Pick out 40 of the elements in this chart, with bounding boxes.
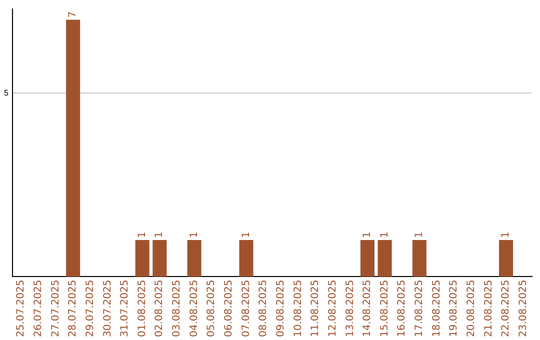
x-tick-label: 29.07.2025 [84,280,96,338]
x-tick-label: 18.08.2025 [431,280,442,338]
x-tick-label: 30.07.2025 [102,280,114,338]
x-tick-label: 13.08.2025 [344,280,356,338]
y-tick-label: 5 [4,88,9,98]
data-label: 1 [188,232,200,238]
x-tick-label: 11.08.2025 [310,280,322,338]
x-tick-label: 01.08.2025 [136,280,148,338]
data-label: 1 [240,232,252,238]
x-tick-label: 21.08.2025 [483,280,494,338]
x-tick-label: 20.08.2025 [466,280,477,338]
x-tick-label: 15.08.2025 [379,280,390,338]
data-label: 1 [379,232,390,238]
x-tick-label: 19.08.2025 [448,280,460,338]
x-tick-label: 07.08.2025 [240,280,252,338]
x-tick-label: 04.08.2025 [188,280,200,338]
x-tick-label: 22.08.2025 [500,280,512,338]
x-tick-label: 05.08.2025 [206,280,218,338]
x-tick-label: 17.08.2025 [414,280,426,338]
x-tick-label: 26.07.2025 [33,280,44,338]
x-tick-label: 03.08.2025 [172,280,183,338]
x-tick-label: 02.08.2025 [154,280,166,338]
x-tick-label: 10.08.2025 [292,280,304,338]
x-tick-label: 16.08.2025 [396,280,408,338]
x-tick-label: 12.08.2025 [327,280,338,338]
x-tick-label: 09.08.2025 [275,280,286,338]
x-tick-label: 14.08.2025 [362,280,374,338]
x-tick-label: 06.08.2025 [224,280,235,338]
data-label: 1 [136,232,148,238]
data-label: 1 [414,232,426,238]
data-label: 1 [500,232,512,238]
x-tick-label: 28.07.2025 [68,280,79,338]
x-tick-label: 27.07.2025 [50,280,62,338]
x-tick-label: 25.07.2025 [16,280,27,338]
x-tick-label: 08.08.2025 [258,280,270,338]
data-label: 1 [362,232,374,238]
data-label: 1 [154,232,166,238]
x-tick-label: 31.07.2025 [120,280,131,338]
x-tick-label: 23.08.2025 [518,280,529,338]
data-label: 7 [68,11,79,18]
